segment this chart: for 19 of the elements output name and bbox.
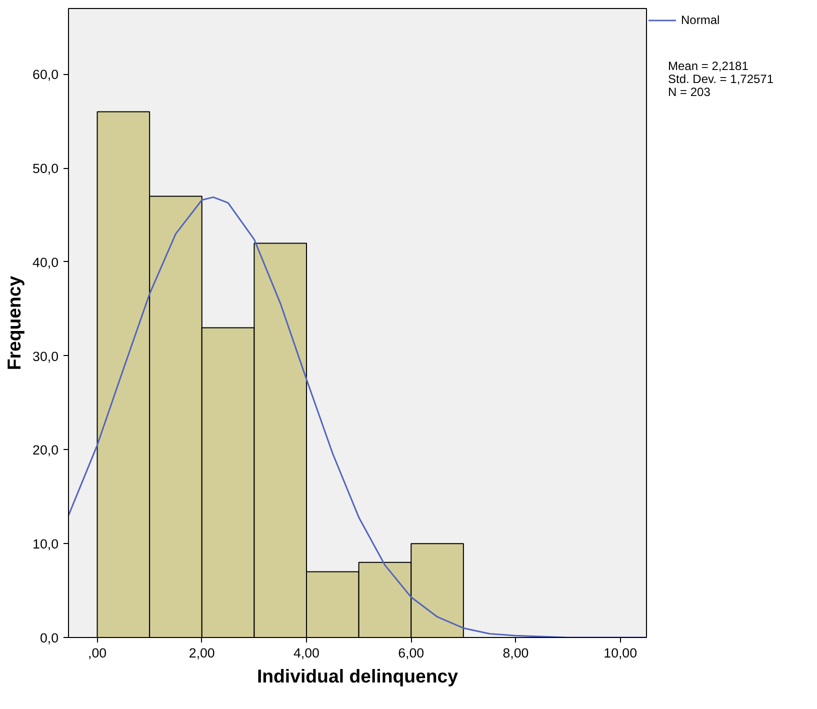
text: N = 203: [668, 85, 710, 99]
y-tick-label: 50,0: [32, 161, 59, 176]
x-tick-label: 2,00: [188, 646, 215, 660]
y-tick-label: 0,0: [40, 630, 59, 646]
x-tick-label: 10,00: [604, 646, 638, 660]
x-tick-label: 8,00: [502, 646, 529, 660]
text: Std. Dev. = 1,72571: [668, 72, 774, 86]
x-axis-title: Individual delinquency: [256, 666, 459, 686]
x-tick-label: ,00: [88, 646, 107, 660]
legend-label: Normal: [681, 13, 721, 27]
y-tick-label: 60,0: [32, 67, 59, 82]
text: Mean = 2,2181: [668, 59, 748, 73]
y-axis-title: Frequency: [4, 275, 25, 370]
y-tick-label: 40,0: [32, 254, 59, 270]
y-tick-label: 20,0: [32, 442, 59, 458]
y-tick-label: 10,0: [32, 536, 59, 552]
x-tick-label: 6,00: [398, 646, 424, 660]
x-tick-label: 4,00: [294, 646, 320, 660]
y-tick-label: 30,0: [32, 348, 59, 364]
